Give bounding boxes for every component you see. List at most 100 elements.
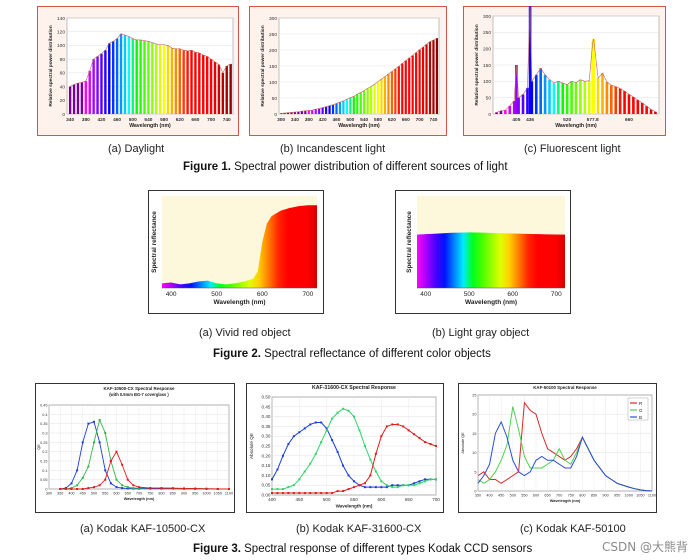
spd-bar	[108, 43, 111, 114]
series-marker-R	[216, 488, 219, 490]
spd-bar	[415, 52, 418, 114]
series-marker-B	[276, 468, 279, 471]
y-tick-label: 0.05	[40, 478, 47, 482]
series-marker-R	[171, 487, 174, 490]
figure3-caption: Figure 3. Spectral response of different…	[193, 543, 532, 555]
y-tick-label: 10	[472, 451, 476, 455]
series-marker-R	[353, 486, 355, 489]
series-marker-R	[76, 488, 79, 490]
x-tick-label: 750	[147, 491, 153, 495]
spd-bar	[376, 81, 380, 114]
series-marker-B	[70, 482, 73, 485]
vivid-red-caption: (a) Vivid red object	[199, 327, 291, 339]
kaf-50100-chart: 0 5 10 15 20 25 350 400 450 500 550 600 650 700 750 800…	[458, 383, 657, 513]
kaf-10500-caption: (a) Kodak KAF-10500-CX	[80, 523, 206, 535]
spd-bar	[88, 70, 91, 114]
figure1-text: Spectral power distribution of different…	[234, 161, 508, 173]
series-marker-G	[385, 484, 388, 487]
series-marker-B	[115, 486, 118, 489]
spd-bar	[512, 100, 516, 114]
x-axis-label: Wavelength (nm)	[465, 299, 517, 306]
spd-bar	[425, 44, 428, 114]
y-tick-label: 0.30	[262, 434, 271, 439]
x-tick-label: 700	[432, 497, 440, 502]
chart-title: KAF-31600-CX Spectral Response	[312, 385, 396, 391]
x-tick-label: 600	[533, 493, 539, 497]
x-tick-label: 400	[268, 497, 276, 502]
spd-bar	[209, 59, 213, 114]
series-marker-R	[104, 478, 107, 481]
x-tick-label: 540	[360, 117, 368, 123]
daylight-plot: 0 20 40 60 80 100 120 140 340 380 420 460 500 540 580 6…	[48, 16, 234, 129]
spd-bar	[435, 38, 439, 114]
fluorescent-chart: 0 50 100 150 200 250 300 405 436 520 577.8 660 Wavel…	[463, 6, 666, 136]
y-tick-label: 0.25	[262, 444, 271, 449]
y-tick-label: 15	[472, 432, 476, 436]
incandescent-caption: (b) Incandescent light	[280, 143, 386, 155]
series-marker-R	[374, 452, 377, 455]
series-marker-G	[353, 415, 355, 418]
series-marker-R	[228, 488, 230, 490]
series-marker-G	[126, 486, 129, 489]
series-marker-R	[194, 487, 197, 490]
y-tick-label: 100	[269, 80, 277, 86]
y-tick-label: 25	[472, 394, 476, 398]
spd-bar	[418, 49, 421, 114]
spd-bar	[151, 42, 154, 114]
x-tick-label: 380	[82, 117, 90, 123]
spd-bar	[356, 94, 359, 114]
spd-bar	[370, 86, 373, 114]
series-marker-B	[331, 439, 334, 442]
figure3-label: Figure 3.	[193, 543, 241, 555]
spd-bar	[574, 82, 578, 114]
series-marker-G	[87, 465, 90, 468]
y-tick-label: 0.40	[262, 414, 271, 419]
spd-bar	[601, 73, 604, 114]
figure3-text: Spectral response of different types Kod…	[244, 543, 533, 555]
series-marker-R	[205, 487, 208, 490]
series-marker-G	[287, 486, 290, 489]
y-tick-label: 0.05	[262, 483, 271, 488]
series-marker-B	[418, 480, 421, 483]
x-tick-label: 660	[402, 117, 410, 123]
fluorescent-caption: (c) Fluorescent light	[524, 143, 621, 155]
x-tick-label: 450	[498, 493, 504, 497]
x-tick-label: 740	[429, 117, 437, 123]
series-marker-R	[435, 445, 437, 447]
x-tick-label: 660	[625, 117, 633, 123]
spd-bar	[623, 91, 626, 114]
series-marker-G	[309, 462, 312, 465]
series-marker-B	[369, 486, 372, 489]
series-marker-R	[281, 492, 284, 495]
x-tick-label: 1000	[202, 491, 210, 495]
series-marker-G	[358, 429, 361, 432]
series-marker-G	[396, 486, 399, 489]
spd-bar	[570, 81, 573, 114]
series-marker-B	[363, 486, 366, 489]
series-marker-R	[391, 423, 394, 426]
series-marker-R	[98, 484, 101, 487]
series-marker-B	[287, 443, 290, 446]
spd-bar	[104, 50, 107, 114]
series-marker-B	[353, 480, 355, 483]
series-marker-G	[369, 458, 372, 461]
series-marker-G	[98, 418, 101, 421]
series-marker-R	[121, 463, 124, 466]
series-marker-B	[413, 482, 416, 485]
y-axis-label: Absolute QE	[461, 432, 465, 454]
series-marker-B	[342, 464, 345, 467]
x-tick-label: 650	[405, 497, 413, 502]
spd-bar	[366, 88, 369, 114]
x-tick-label: 600	[377, 497, 385, 502]
x-tick-label: 600	[257, 291, 268, 298]
series-marker-R	[418, 437, 421, 440]
spd-bar	[127, 36, 131, 115]
series-marker-G	[281, 488, 284, 491]
series-marker-G	[424, 480, 427, 483]
series-marker-B	[320, 421, 323, 424]
y-tick-label: 50	[486, 95, 492, 101]
y-tick-label: 0	[474, 490, 476, 494]
spd-bar	[92, 59, 95, 114]
spd-bar	[534, 74, 538, 114]
spd-bar	[143, 40, 146, 114]
